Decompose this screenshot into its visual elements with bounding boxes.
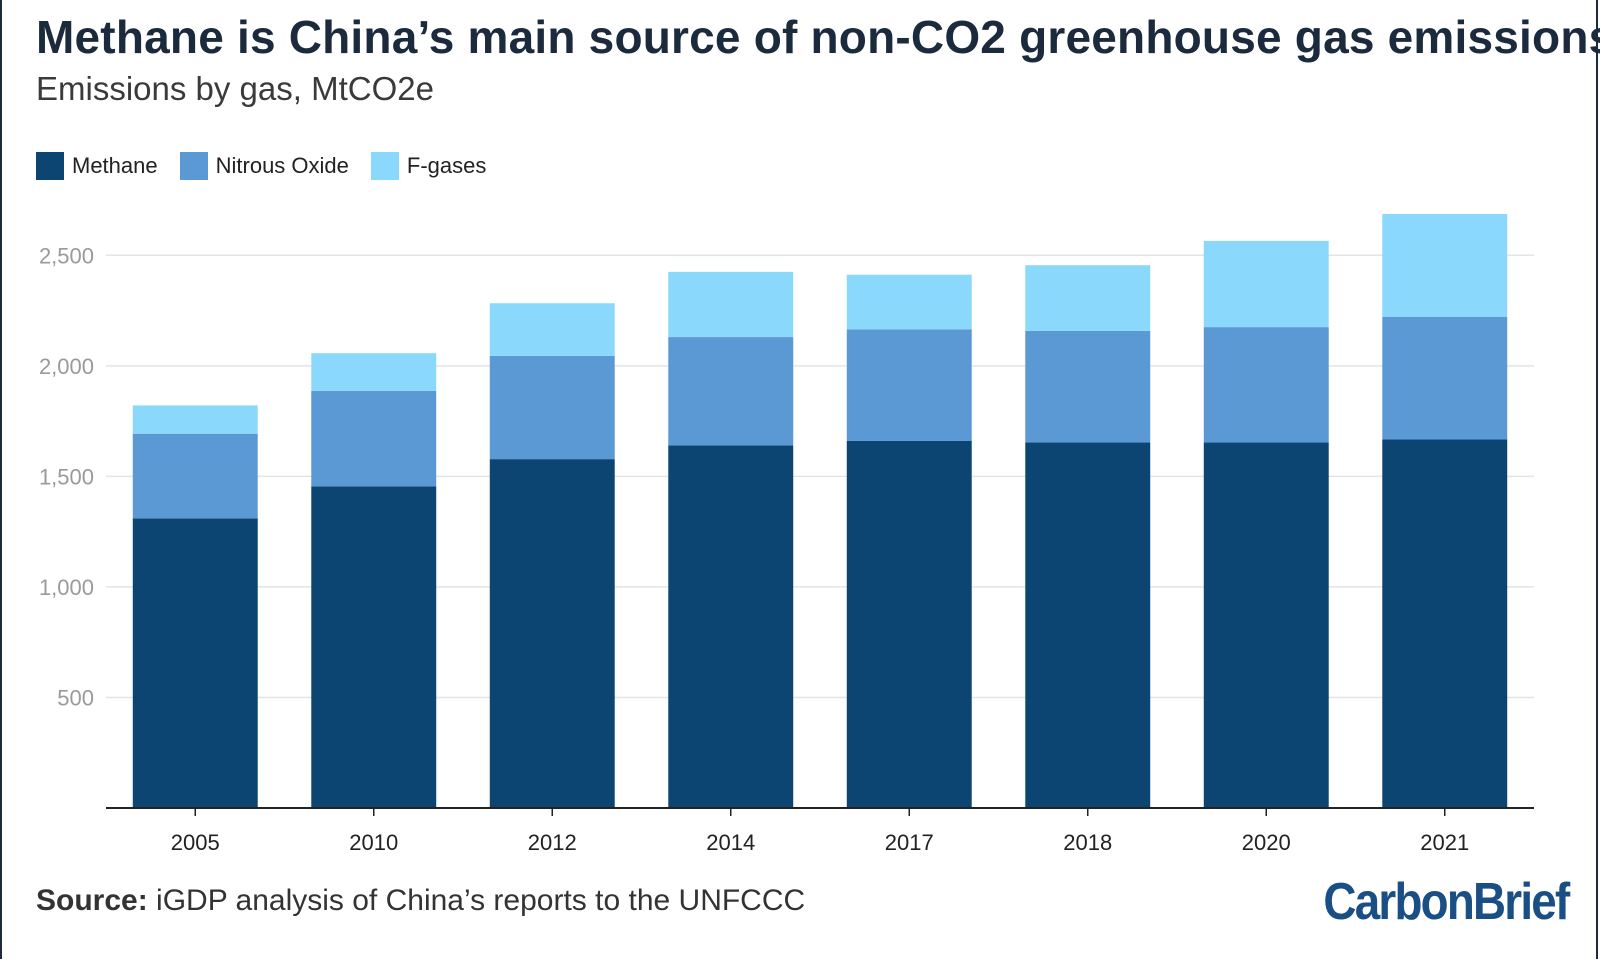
legend-swatch-nitrous-oxide	[179, 152, 208, 180]
y-tick-label-1000: 1,000	[39, 575, 94, 600]
x-tick-label-2014: 2014	[706, 830, 755, 855]
y-tick-label-1500: 1,500	[39, 464, 94, 489]
x-tick-label-2017: 2017	[885, 830, 934, 855]
bar-methane-2014	[668, 445, 794, 808]
bar-nitrous-oxide-2012	[489, 355, 615, 460]
legend-item-nitrous-oxide: Nitrous Oxide	[179, 152, 349, 180]
chart-subtitle: Emissions by gas, MtCO2e	[36, 70, 434, 107]
legend-swatch-f-gases	[370, 152, 399, 180]
x-tick-label-2020: 2020	[1242, 830, 1291, 855]
x-tick-label-2010: 2010	[349, 830, 398, 855]
bar-nitrous-oxide-2017	[846, 329, 972, 441]
legend-label-f-gases: F-gases	[406, 153, 487, 178]
legend-swatch-methane	[36, 152, 64, 180]
bar-nitrous-oxide-2005	[132, 433, 258, 519]
bar-methane-2017	[846, 440, 972, 808]
y-tick-label-2500: 2,500	[39, 243, 94, 268]
bar-f-gases-2005	[132, 405, 258, 434]
bar-f-gases-2010	[311, 353, 437, 391]
x-tick-label-2018: 2018	[1063, 830, 1112, 855]
bar-methane-2010	[311, 486, 437, 808]
legend-item-f-gases: F-gases	[370, 152, 487, 180]
bar-methane-2018	[1025, 442, 1151, 808]
carbonbrief-logo: CarbonBrief	[1322, 873, 1570, 931]
bar-nitrous-oxide-2020	[1203, 327, 1329, 443]
x-tick-label-2021: 2021	[1420, 830, 1469, 855]
bar-f-gases-2021	[1382, 213, 1508, 317]
bar-nitrous-oxide-2018	[1025, 330, 1151, 443]
bar-nitrous-oxide-2010	[311, 390, 437, 487]
bar-methane-2021	[1382, 439, 1508, 808]
bar-nitrous-oxide-2014	[668, 337, 794, 446]
y-tick-label-2000: 2,000	[39, 354, 94, 379]
source-label: Source:	[36, 884, 148, 917]
bar-f-gases-2020	[1203, 240, 1329, 328]
chart-title: Methane is China’s main source of non-CO…	[36, 11, 1600, 63]
bar-f-gases-2012	[489, 303, 615, 356]
source-text: iGDP analysis of China’s reports to the …	[156, 884, 806, 917]
x-tick-label-2012: 2012	[528, 830, 577, 855]
source-note: Source: iGDP analysis of China’s reports…	[36, 884, 805, 918]
bar-nitrous-oxide-2021	[1382, 316, 1508, 440]
bar-methane-2012	[489, 459, 615, 808]
legend-label-methane: Methane	[72, 153, 158, 178]
bar-methane-2020	[1203, 442, 1329, 808]
bar-f-gases-2014	[668, 271, 794, 338]
legend-item-methane: Methane	[36, 152, 158, 180]
bar-f-gases-2017	[846, 274, 972, 330]
legend: Methane Nitrous Oxide F-gases	[36, 152, 486, 180]
x-tick-label-2005: 2005	[171, 830, 220, 855]
legend-label-nitrous-oxide: Nitrous Oxide	[215, 153, 349, 178]
bar-methane-2005	[132, 518, 258, 808]
bar-f-gases-2018	[1025, 265, 1151, 331]
y-tick-label-500: 500	[57, 685, 94, 710]
